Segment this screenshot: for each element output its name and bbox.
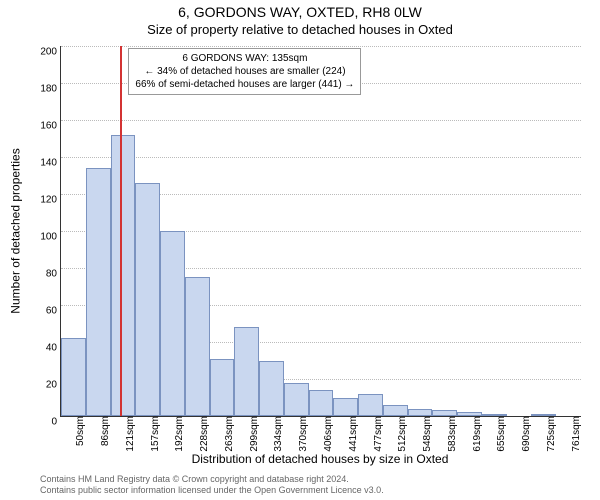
gridline (61, 120, 581, 121)
bar (86, 168, 111, 416)
x-tick: 86sqm (98, 416, 111, 446)
bar (210, 359, 235, 416)
credits-text: Contains HM Land Registry data © Crown c… (40, 474, 384, 497)
chart-title: Size of property relative to detached ho… (0, 22, 600, 37)
x-tick: 299sqm (247, 416, 260, 452)
y-tick: 0 (51, 417, 61, 428)
x-tick: 157sqm (148, 416, 161, 452)
bar (135, 183, 160, 416)
x-tick: 655sqm (494, 416, 507, 452)
y-tick: 100 (40, 232, 61, 243)
bar (234, 327, 259, 416)
info-box: 6 GORDONS WAY: 135sqm← 34% of detached h… (128, 48, 361, 95)
page-title: 6, GORDONS WAY, OXTED, RH8 0LW (0, 4, 600, 20)
x-tick: 370sqm (296, 416, 309, 452)
x-tick: 690sqm (519, 416, 532, 452)
x-tick: 548sqm (420, 416, 433, 452)
bar (383, 405, 408, 416)
y-tick: 140 (40, 158, 61, 169)
x-tick: 50sqm (73, 416, 86, 446)
bar (160, 231, 185, 416)
gridline (61, 157, 581, 158)
info-line: 66% of semi-detached houses are larger (… (135, 78, 354, 91)
x-tick: 192sqm (172, 416, 185, 452)
x-axis-label: Distribution of detached houses by size … (60, 452, 580, 466)
y-tick: 20 (46, 380, 61, 391)
info-line: ← 34% of detached houses are smaller (22… (135, 65, 354, 78)
x-tick: 263sqm (222, 416, 235, 452)
bar (259, 361, 284, 417)
bar (284, 383, 309, 416)
x-tick: 477sqm (371, 416, 384, 452)
x-tick: 334sqm (271, 416, 284, 452)
y-tick: 40 (46, 343, 61, 354)
bar (111, 135, 136, 416)
x-tick: 406sqm (321, 416, 334, 452)
gridline (61, 46, 581, 47)
x-tick: 228sqm (197, 416, 210, 452)
x-tick: 583sqm (445, 416, 458, 452)
y-tick: 80 (46, 269, 61, 280)
x-tick: 619sqm (470, 416, 483, 452)
bar (61, 338, 86, 416)
y-tick: 160 (40, 121, 61, 132)
bar (358, 394, 383, 416)
y-axis-label: Number of detached properties (6, 46, 26, 416)
y-tick: 60 (46, 306, 61, 317)
y-tick: 180 (40, 84, 61, 95)
info-line: 6 GORDONS WAY: 135sqm (135, 52, 354, 65)
x-tick: 441sqm (346, 416, 359, 452)
bar (408, 409, 433, 416)
bar (333, 398, 358, 417)
x-tick: 761sqm (569, 416, 582, 452)
y-tick: 200 (40, 47, 61, 58)
bar (309, 390, 334, 416)
x-tick: 121sqm (123, 416, 136, 452)
y-tick: 120 (40, 195, 61, 206)
bar (185, 277, 210, 416)
chart-plot-area: 02040608010012014016018020050sqm86sqm121… (60, 46, 581, 417)
marker-line (120, 46, 122, 416)
x-tick: 512sqm (395, 416, 408, 452)
x-tick: 725sqm (544, 416, 557, 452)
